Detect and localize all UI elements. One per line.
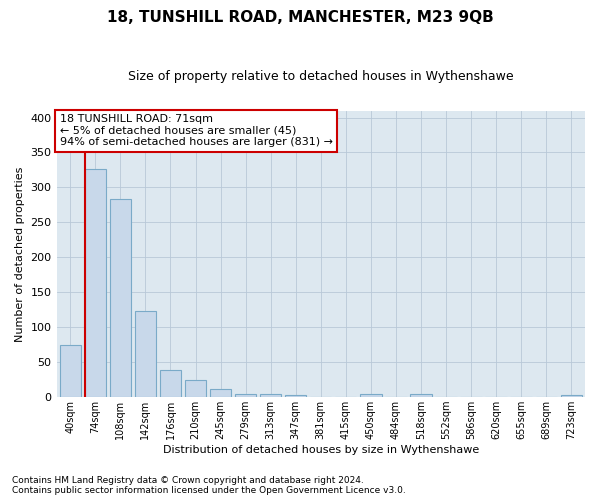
Bar — [110, 200, 131, 397]
Bar — [185, 380, 206, 397]
Bar — [285, 395, 307, 397]
Bar — [135, 311, 156, 397]
Bar — [560, 395, 582, 397]
Bar — [235, 394, 256, 397]
Text: 18 TUNSHILL ROAD: 71sqm
← 5% of detached houses are smaller (45)
94% of semi-det: 18 TUNSHILL ROAD: 71sqm ← 5% of detached… — [60, 114, 333, 148]
Bar — [260, 394, 281, 397]
Text: 18, TUNSHILL ROAD, MANCHESTER, M23 9QB: 18, TUNSHILL ROAD, MANCHESTER, M23 9QB — [107, 10, 493, 25]
Bar — [59, 344, 81, 397]
Title: Size of property relative to detached houses in Wythenshawe: Size of property relative to detached ho… — [128, 70, 514, 83]
X-axis label: Distribution of detached houses by size in Wythenshawe: Distribution of detached houses by size … — [163, 445, 479, 455]
Bar — [210, 389, 231, 397]
Bar — [85, 168, 106, 397]
Text: Contains HM Land Registry data © Crown copyright and database right 2024.
Contai: Contains HM Land Registry data © Crown c… — [12, 476, 406, 495]
Y-axis label: Number of detached properties: Number of detached properties — [15, 166, 25, 342]
Bar — [160, 370, 181, 397]
Bar — [360, 394, 382, 397]
Bar — [410, 394, 431, 397]
